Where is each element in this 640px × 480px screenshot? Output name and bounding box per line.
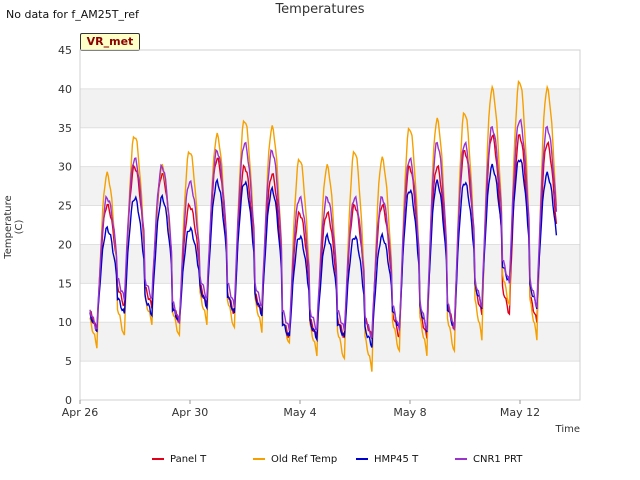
x-tick-label: Apr 26 bbox=[62, 406, 99, 419]
legend-swatch bbox=[253, 458, 265, 460]
y-tick-label: 10 bbox=[58, 316, 72, 329]
legend-item: Panel T bbox=[152, 454, 206, 465]
y-tick-label: 35 bbox=[58, 122, 72, 135]
grid-bands bbox=[80, 88, 580, 362]
legend-item: CNR1 PRT bbox=[455, 454, 522, 465]
y-tick-label: 15 bbox=[58, 277, 72, 290]
y-axis-ticks: 0 5 10 15 20 25 30 35 40 45 bbox=[58, 44, 72, 407]
grid-band bbox=[80, 322, 580, 362]
x-axis-label: Time bbox=[555, 424, 580, 435]
legend-swatch bbox=[152, 458, 164, 460]
grid-band bbox=[80, 244, 580, 284]
legend-item: HMP45 T bbox=[356, 454, 418, 465]
x-tick-label: May 4 bbox=[283, 406, 316, 419]
y-tick-label: 40 bbox=[58, 83, 72, 96]
series-line-cnr1-prt bbox=[89, 118, 558, 339]
y-tick-label: 0 bbox=[65, 394, 72, 407]
no-data-note: No data for f_AM25T_ref bbox=[6, 8, 139, 21]
station-badge: VR_met bbox=[80, 33, 140, 51]
x-axis-ticks: Apr 26 Apr 30 May 4 May 8 May 12 bbox=[62, 400, 540, 419]
legend-label: CNR1 PRT bbox=[473, 454, 523, 465]
y-tick-label: 45 bbox=[58, 44, 72, 57]
legend-item: Old Ref Temp bbox=[253, 454, 337, 465]
y-tick-label: 30 bbox=[58, 161, 72, 174]
x-tick-label: Apr 30 bbox=[172, 406, 209, 419]
x-tick-label: May 8 bbox=[393, 406, 426, 419]
series-line-hmp45-t bbox=[89, 158, 558, 348]
x-tick-label: May 12 bbox=[500, 406, 540, 419]
chart-title: Temperatures bbox=[275, 2, 365, 17]
legend-label: HMP45 T bbox=[374, 454, 419, 465]
legend: Panel T Old Ref Temp HMP45 T CNR1 PRT bbox=[0, 454, 640, 470]
series-lines bbox=[89, 79, 558, 372]
legend-swatch bbox=[356, 458, 368, 460]
grid-band bbox=[80, 88, 580, 128]
y-tick-label: 5 bbox=[65, 355, 72, 368]
legend-swatch bbox=[455, 458, 467, 460]
plot-frame bbox=[79, 49, 581, 401]
y-tick-label: 25 bbox=[58, 200, 72, 213]
legend-label: Panel T bbox=[170, 454, 207, 465]
y-tick-label: 20 bbox=[58, 238, 72, 251]
legend-label: Old Ref Temp bbox=[271, 454, 338, 465]
